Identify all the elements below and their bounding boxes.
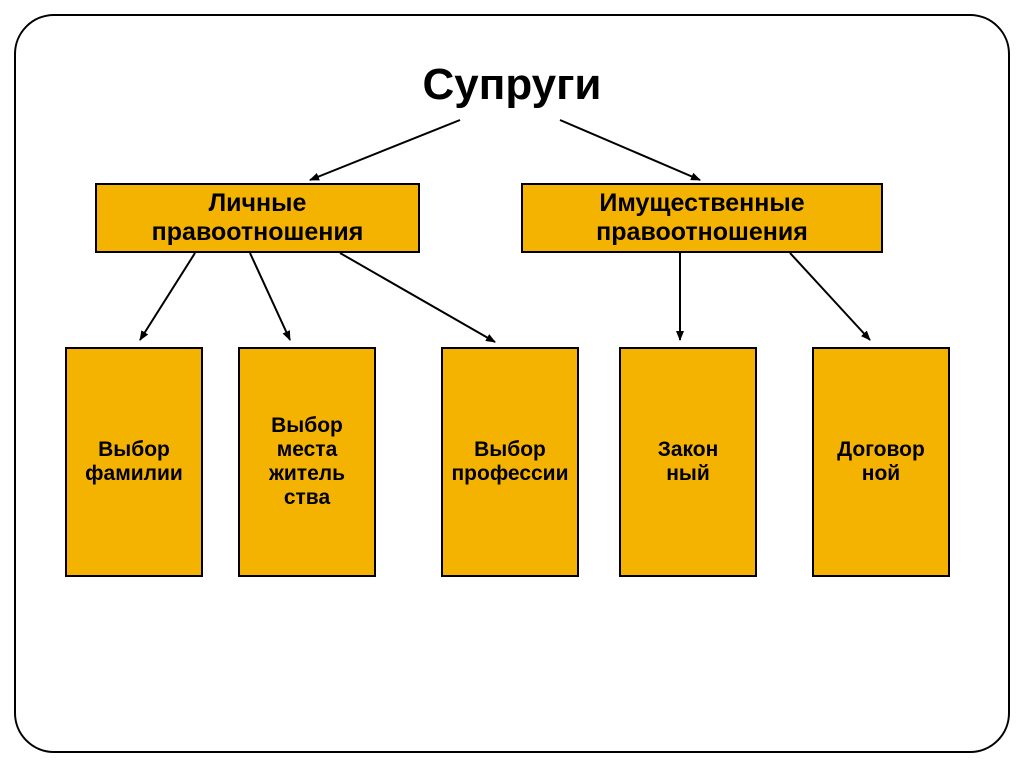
contract-l1: Договор bbox=[837, 438, 925, 461]
property-l2: правоотношения bbox=[596, 218, 808, 246]
contract-l2: ной bbox=[862, 462, 900, 485]
residence-l4: ства bbox=[284, 486, 330, 509]
box-personal: Личные правоотношения bbox=[95, 183, 420, 253]
residence-l1: Выбор bbox=[271, 414, 343, 437]
personal-l1: Личные bbox=[209, 189, 307, 217]
box-legal: Закон ный bbox=[619, 347, 757, 577]
profession-l1: Выбор bbox=[474, 438, 546, 461]
box-contract: Договор ной bbox=[812, 347, 950, 577]
residence-l3: житель bbox=[269, 462, 345, 485]
diagram-title: Супруги bbox=[0, 60, 1024, 110]
title-text: Супруги bbox=[423, 60, 602, 109]
personal-l2: правоотношения bbox=[152, 218, 364, 246]
residence-l2: места bbox=[277, 438, 338, 461]
surname-l2: фамилии bbox=[85, 462, 183, 485]
box-surname: Выбор фамилии bbox=[65, 347, 203, 577]
legal-l2: ный bbox=[666, 462, 710, 485]
box-property: Имущественные правоотношения bbox=[521, 183, 883, 253]
legal-l1: Закон bbox=[658, 438, 719, 461]
surname-l1: Выбор bbox=[98, 438, 170, 461]
property-l1: Имущественные bbox=[599, 189, 804, 217]
box-residence: Выбор места житель ства bbox=[238, 347, 376, 577]
profession-l2: профессии bbox=[451, 462, 568, 485]
box-profession: Выбор профессии bbox=[441, 347, 579, 577]
